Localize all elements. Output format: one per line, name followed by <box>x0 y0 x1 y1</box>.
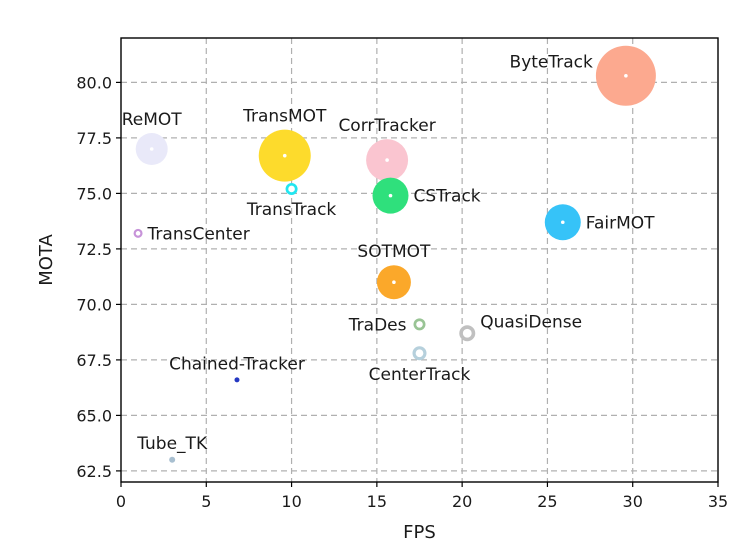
bubble-center-remot <box>149 147 154 151</box>
bubble-tube-tk <box>169 456 176 463</box>
point-label-fairmot: FairMOT <box>586 213 655 233</box>
bubble-chained-tracker <box>234 377 240 383</box>
y-tick-label: 72.5 <box>76 240 112 259</box>
point-labels: ByteTrack ReMOT TransMOT CorrTracker TransTr… <box>122 53 655 454</box>
x-tick-label: 25 <box>537 492 557 511</box>
bubble-center-fairmot <box>560 220 565 225</box>
bubble-center-transmot <box>282 153 287 158</box>
bubble-center-bytetrack <box>624 73 628 78</box>
bubble-center-corrtracker <box>385 158 389 162</box>
bubble-transcenter <box>133 228 143 238</box>
y-tick-label: 70.0 <box>76 295 112 314</box>
point-label-bytetrack: ByteTrack <box>510 53 593 73</box>
y-axis-label: MOTA <box>36 234 57 286</box>
y-tick-label: 77.5 <box>76 129 112 148</box>
bubble-center-sotmot <box>392 280 396 285</box>
bubble-quasidense <box>459 325 476 342</box>
point-label-trades: TraDes <box>348 315 407 335</box>
plot-frame <box>120 37 719 483</box>
point-label-transcenter: TransCenter <box>147 224 250 244</box>
bubble-transtrack <box>285 182 298 195</box>
grid-lines <box>121 38 718 482</box>
x-axis-label: FPS <box>403 522 436 543</box>
point-label-transmot: TransMOT <box>242 107 327 127</box>
bubble-centertrack <box>412 346 427 361</box>
x-tick-label: 30 <box>623 492 643 511</box>
y-tick-label: 80.0 <box>76 73 112 92</box>
bubble-trades <box>413 318 426 331</box>
x-tick-label: 35 <box>708 492 728 511</box>
y-tick-label: 67.5 <box>76 351 112 370</box>
point-label-tube-tk: Tube_TK <box>136 434 208 454</box>
x-tick-label: 20 <box>452 492 472 511</box>
bubble-center-cstrack <box>388 193 393 198</box>
point-label-corrtracker: CorrTracker <box>338 116 435 136</box>
point-label-remot: ReMOT <box>122 110 183 130</box>
point-label-quasidense: QuasiDense <box>480 312 582 332</box>
axis-ticks: 0 5 10 15 20 25 30 35 62.5 65.0 67.5 70.0 72.5 75.0 77… <box>76 73 728 511</box>
y-tick-label: 75.0 <box>76 184 112 203</box>
point-label-transtrack: TransTrack <box>246 200 337 220</box>
x-tick-label: 10 <box>281 492 301 511</box>
x-tick-label: 0 <box>116 492 126 511</box>
point-label-chained-tracker: Chained-Tracker <box>169 354 305 374</box>
point-label-sotmot: SOTMOT <box>357 242 431 262</box>
y-tick-label: 62.5 <box>76 462 112 481</box>
x-tick-label: 5 <box>201 492 211 511</box>
point-label-cstrack: CSTrack <box>414 187 481 207</box>
y-tick-label: 65.0 <box>76 406 112 425</box>
bubble-markers <box>133 45 656 463</box>
point-label-centertrack: CenterTrack <box>369 365 471 385</box>
x-tick-label: 15 <box>367 492 387 511</box>
